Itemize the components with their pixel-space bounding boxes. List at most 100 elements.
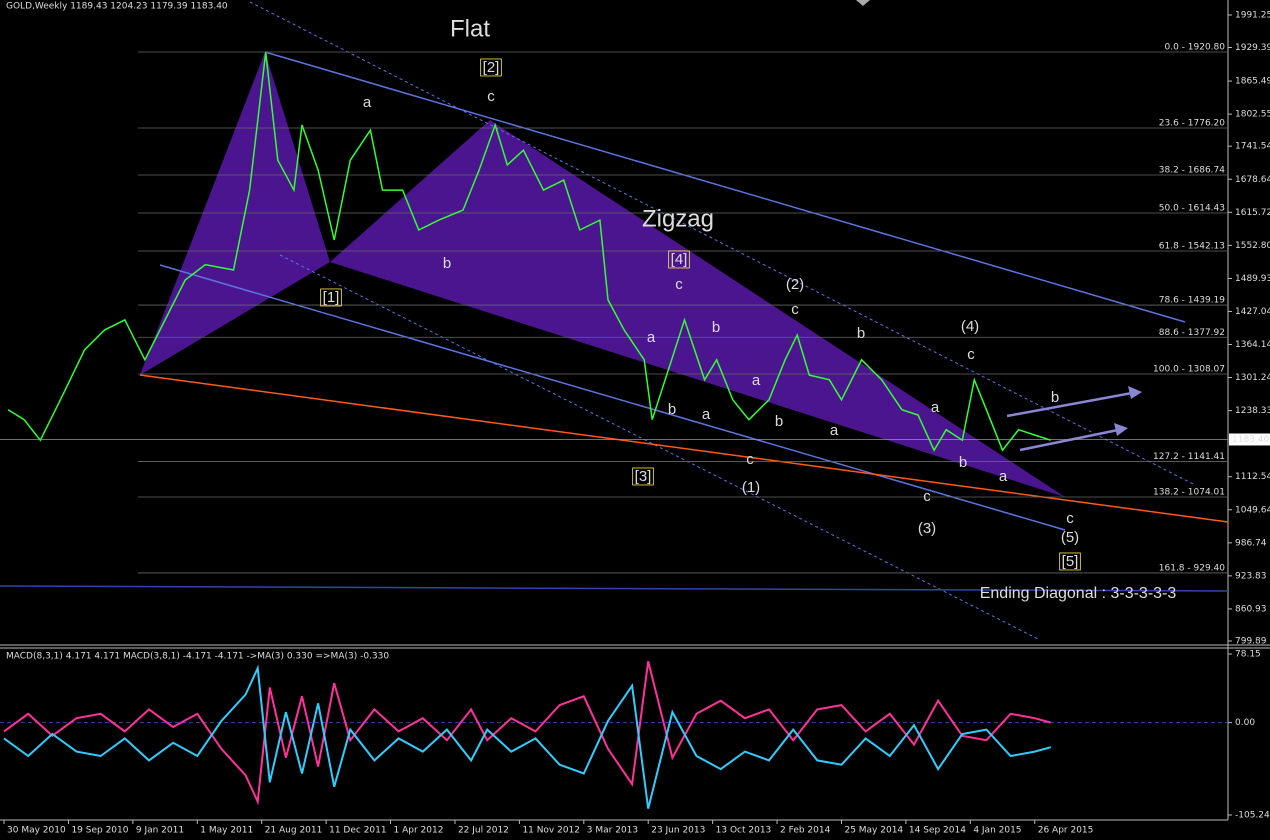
x-tick-label: 1 Apr 2012 [394,826,444,836]
y-tick-label: 923.83 [1235,571,1267,581]
fib-label: 78.6 - 1439.19 [1159,296,1225,306]
fib-label: 88.6 - 1377.92 [1159,328,1225,338]
wave-label: a [647,329,656,346]
wave-label: c [791,301,799,318]
last-price-box [1229,433,1270,446]
flat-triangle [140,52,330,375]
indicator-header: MACD(8,3,1) 4.171 4.171 MACD(3,8,1) -4.1… [6,652,389,662]
x-tick-label: 22 Jul 2012 [458,826,509,836]
fib-label: 50.0 - 1614.43 [1159,204,1225,214]
x-tick-label: 23 Jun 2013 [651,826,705,836]
label-box [1059,552,1081,571]
fib-label: 23.6 - 1776.20 [1159,118,1225,128]
wave-label: [4] [671,251,688,268]
wave-label: c [675,276,683,293]
y-tick-label: 799.89 [1235,637,1267,647]
wave-label: a [999,468,1008,485]
y-tick-label: 1049.64 [1235,505,1270,515]
y-tick-label: 1112.54 [1235,472,1270,482]
y-tick-label: 1678.64 [1235,175,1270,185]
wave-label: (5) [1061,529,1079,546]
wave-label: c [923,488,931,505]
wave-label: [1] [323,289,340,306]
x-tick-label: 1 May 2011 [200,826,253,836]
label-box [320,288,342,307]
arrow [1006,391,1133,418]
x-tick-label: 3 Mar 2013 [587,826,638,836]
x-tick-label: 21 Aug 2011 [265,826,323,836]
arrow-head [1114,423,1128,436]
y-tick-label: 986.74 [1235,538,1267,548]
dashed-channel [279,254,1041,641]
wave-label: a [752,372,761,389]
y-tick-label: 1802.55 [1235,110,1270,120]
drawings [0,0,1229,641]
label-box [480,58,502,77]
horizontal-line [0,585,1229,592]
label-box [668,250,690,269]
channel-lower [159,264,1066,531]
y-tick-label: 1427.04 [1235,307,1270,317]
zigzag-triangle [330,120,1065,497]
x-tick-label: 2 Feb 2014 [780,826,831,836]
x-tick-label: 9 Jan 2011 [136,826,184,836]
wave-label: b [959,454,967,471]
series-line [3,660,1052,806]
wave-label: c [967,346,975,363]
wave-label: (1) [742,479,760,496]
orange-trendline [139,374,1229,523]
fib-label: 100.0 - 1308.07 [1153,364,1225,374]
wave-label: [2] [483,59,500,76]
wave-label: c [1066,510,1074,527]
wave-label: a [830,422,839,439]
y-tick-label: 1741.54 [1235,142,1270,152]
fib-label: 61.8 - 1542.13 [1159,241,1225,251]
wave-label: a [931,399,940,416]
x-tick-label: 4 Jan 2015 [973,826,1021,836]
wave-label: a [702,406,711,423]
wave-label: (2) [786,276,804,293]
x-tick-label: 26 Apr 2015 [1038,826,1094,836]
wave-label: c [487,88,495,105]
y-tick-label: 1865.49 [1235,77,1270,87]
fib-label: 127.2 - 1141.41 [1153,452,1225,462]
dashed-channel [249,1,1196,486]
y-tick-label: 1552.80 [1235,241,1270,251]
wave-label: [5] [1062,553,1079,570]
wave-label: Flat [450,15,490,42]
wave-label: Zigzag [642,205,714,232]
wave-label: b [712,319,720,336]
x-tick-label: 25 May 2014 [844,826,903,836]
x-tick-label: 11 Nov 2012 [522,826,580,836]
fib-label: 0.0 - 1920.80 [1165,43,1226,53]
wave-label: b [668,401,676,418]
series-line [3,664,1052,809]
y-tick-label: 1238.33 [1235,406,1270,416]
arrow-head [1128,386,1142,399]
wave-label: (3) [918,520,936,537]
wave-label: (4) [961,318,979,335]
y-tick-label: -105.24 [1235,811,1270,821]
y-tick-label: 1489.93 [1235,274,1270,284]
y-tick-label: 1929.39 [1235,43,1270,53]
wave-label: b [1051,389,1059,406]
label-box [632,467,654,486]
scroll-marker [856,0,870,6]
fib-label: 38.2 - 1686.74 [1159,166,1225,176]
wave-label: b [443,255,451,272]
y-tick-label: 1991.25 [1235,11,1270,21]
y-tick-label: 78.15 [1235,650,1261,660]
x-tick-label: 14 Sep 2014 [909,826,966,836]
fib-label: 138.2 - 1074.01 [1153,487,1225,497]
fib-label: 161.8 - 929.40 [1159,563,1225,573]
y-tick-label: 0.00 [1235,718,1255,728]
arrow [1019,428,1119,452]
wave-label: a [363,94,372,111]
wave-label: [3] [635,468,652,485]
wave-label: Ending Diagonal : 3-3-3-3-3 [980,585,1177,602]
x-tick-label: 30 May 2010 [7,826,66,836]
y-tick-label: 1364.14 [1235,340,1270,350]
wave-label: b [857,325,865,342]
